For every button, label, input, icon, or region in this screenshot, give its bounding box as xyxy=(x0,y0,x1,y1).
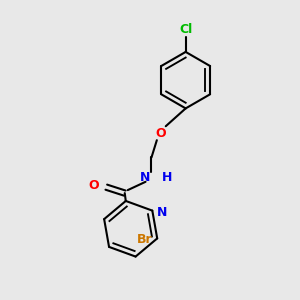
Text: Br: Br xyxy=(137,233,153,246)
Text: N: N xyxy=(140,171,150,184)
Text: O: O xyxy=(155,127,166,140)
Text: O: O xyxy=(89,179,100,192)
Text: N: N xyxy=(157,206,167,219)
Text: Cl: Cl xyxy=(179,23,192,36)
Text: H: H xyxy=(162,171,172,184)
